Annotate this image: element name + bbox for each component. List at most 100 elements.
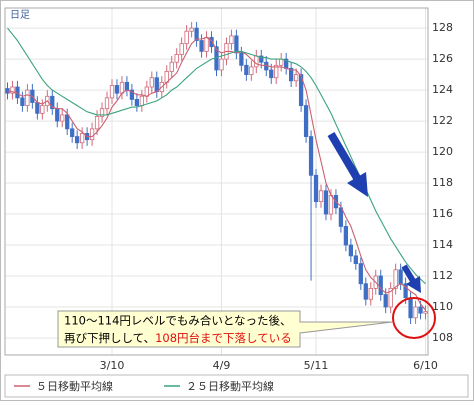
candle-body [353,255,358,265]
candle-body [303,105,309,137]
ma-line [7,36,426,311]
candle-body [358,263,363,285]
y-tick-label: 110 [432,300,453,313]
candle-body [75,136,80,144]
y-tick-label: 112 [432,269,453,282]
candle-body [269,69,274,79]
candle-body [149,77,154,88]
candle-body [10,86,15,94]
y-tick-label: 118 [432,176,453,189]
highlight-circle [392,297,436,339]
candle-body [20,97,25,106]
candle-body [89,128,95,141]
candle-body [55,108,60,122]
annotation-highlight: 108円台まで下落している [155,331,292,345]
candle-body [403,283,408,299]
x-tick-label: 6/10 [413,359,438,372]
callout: 110～114円レベルでもみ合いとなった後、 再び下押しして、108円台まで下落… [57,310,393,348]
candle-body [308,136,314,176]
candle-body [129,89,135,100]
candle-body [423,311,428,314]
candle-body [368,287,373,300]
y-tick-label: 124 [432,83,453,96]
candle-body [398,269,403,285]
candle-body [114,85,120,94]
candle-body [35,102,40,114]
candle-body [199,40,204,52]
x-tick-label: 3/10 [100,359,125,372]
candle-body [209,37,214,48]
candle-body [313,174,319,203]
y-tick-label: 116 [432,207,453,220]
candle-body [383,294,388,308]
x-tick-label: 5/11 [304,359,329,372]
chart-label: 日足 [10,9,30,21]
candle-body [388,287,393,308]
candle-body [184,30,189,45]
candle-body [323,190,329,215]
candle-body [124,81,130,91]
annotation-text: 再び下押しして、 [64,331,155,345]
candle-body [139,95,144,106]
candle-body [65,114,70,130]
candle-body [343,226,349,246]
y-tick-label: 108 [432,331,453,344]
marks [5,21,428,325]
annotation-text: 再び下押しして、108円台まで下落している [64,331,292,345]
y-tick-label: 114 [432,238,453,251]
candle-body [99,108,105,117]
candle-body [249,66,254,76]
candle-body [189,27,194,32]
candle-body [408,297,413,319]
candle-body [274,64,279,79]
candle-body [244,64,249,76]
candle-body [119,81,125,94]
candle-body [179,43,184,55]
arrow [327,131,368,197]
plot-frame [4,7,429,356]
candle-body [134,98,140,106]
candle-body [328,195,334,215]
candle-body [94,116,100,130]
candle-body [254,55,259,68]
x-tick-label: 4/9 [213,359,231,372]
candle-body [70,128,75,137]
candle-body [60,114,65,122]
annotation-text: 110～114円レベルでもみ合いとなった後、 [64,314,292,328]
candle-body [239,52,244,66]
candle-body [229,35,234,45]
legend-label: ５日移動平均線 [36,379,113,393]
candle-body [393,269,398,289]
y-tick-label: 120 [432,145,453,158]
candle-body [234,35,239,54]
candle-body [298,74,304,106]
candle-body [259,55,264,63]
candle-body [348,244,354,257]
y-tick-label: 126 [432,52,453,65]
candle-body [219,58,224,71]
legend-box [4,374,469,398]
candle-body [109,85,115,99]
candle-body [79,133,85,144]
legend: ５日移動平均線 ２５日移動平均線 [14,379,274,393]
candle-body [338,207,344,227]
candle-body [104,97,110,110]
candle-body [25,89,30,106]
arrow [401,264,421,293]
legend-label: ２５日移動平均線 [186,379,274,393]
candle-body [5,88,10,94]
candle-body [194,27,199,41]
candle-body [413,306,418,319]
candle-body [363,283,368,300]
candle-body [378,275,383,295]
candle-body [40,105,45,114]
candle-body [293,74,299,82]
candle-body [289,68,294,82]
ma-line [7,27,426,285]
candle-body [318,190,324,203]
candle-body [169,61,174,72]
y-tick-label: 122 [432,114,453,127]
candle-body [154,77,159,93]
candle-body [204,37,209,52]
